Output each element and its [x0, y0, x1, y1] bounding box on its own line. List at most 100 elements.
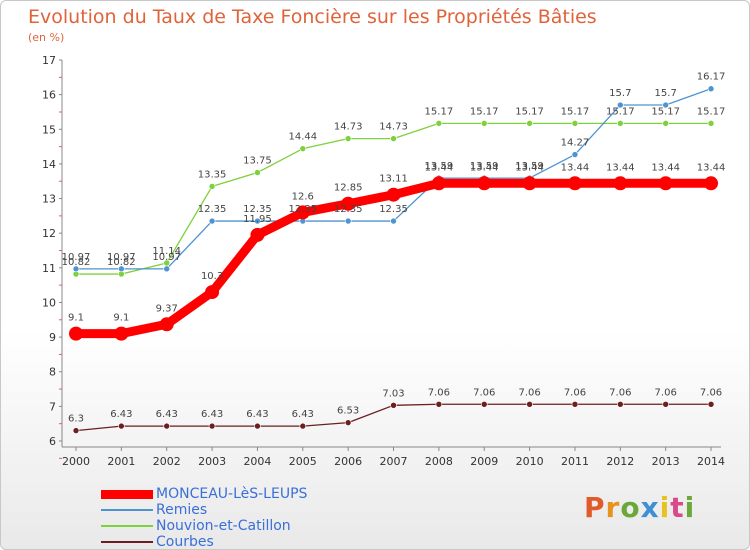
- data-point-courbes: [526, 400, 533, 408]
- data-label-courbes: 7.06: [609, 387, 631, 398]
- data-label-remies: 15.7: [655, 88, 677, 99]
- data-label-remies: 12.35: [198, 204, 227, 215]
- y-tick-label: 7: [49, 400, 56, 413]
- logo-letter: x: [640, 491, 660, 524]
- data-point-remies: [118, 265, 125, 273]
- x-tick-label: 2000: [62, 455, 90, 468]
- logo-letter: i: [659, 491, 671, 524]
- y-tick-label: 11: [42, 262, 56, 275]
- data-label-monceau: 13.44: [425, 162, 454, 173]
- data-label-nouvion: 10.82: [62, 257, 91, 268]
- y-tick-label: 17: [42, 54, 56, 67]
- data-label-nouvion: 15.17: [425, 106, 454, 117]
- data-point-courbes: [390, 402, 397, 409]
- y-tick-label: 12: [42, 227, 56, 240]
- data-label-nouvion: 15.17: [561, 106, 590, 117]
- data-point-courbes: [72, 427, 80, 434]
- data-label-remies: 10.97: [152, 252, 181, 263]
- data-label-nouvion: 13.35: [198, 169, 227, 180]
- data-label-monceau: 11.95: [243, 214, 272, 225]
- legend-label-remies: Remies: [156, 502, 208, 518]
- x-tick-label: 2002: [153, 455, 181, 468]
- y-tick-label: 10: [42, 296, 56, 309]
- data-point-nouvion: [617, 120, 624, 127]
- data-label-monceau: 13.44: [697, 162, 726, 173]
- y-tick-label: 13: [42, 193, 56, 206]
- data-label-remies: 13.59: [425, 161, 454, 172]
- data-point-remies: [208, 217, 216, 225]
- x-tick-label: 2006: [334, 455, 362, 468]
- data-point-monceau: [613, 176, 628, 191]
- data-point-monceau: [69, 326, 83, 341]
- data-point-courbes: [163, 422, 171, 430]
- data-label-remies: 10.97: [107, 252, 136, 263]
- legend-swatch-nouvion: [101, 525, 153, 527]
- data-label-courbes: 7.06: [564, 387, 586, 398]
- data-label-courbes: 7.06: [655, 387, 677, 398]
- y-tick-label: 9: [49, 331, 56, 344]
- data-point-courbes: [707, 400, 715, 408]
- data-point-courbes: [617, 400, 624, 408]
- data-label-nouvion: 15.17: [515, 106, 544, 117]
- data-label-monceau: 10.3: [201, 271, 223, 282]
- data-label-monceau: 9.1: [68, 313, 84, 324]
- legend-label-nouvion: Nouvion-et-Catillon: [156, 518, 291, 534]
- data-point-nouvion: [707, 120, 715, 127]
- data-label-remies: 12.35: [243, 204, 272, 215]
- legend-swatch-monceau: [101, 490, 153, 499]
- data-point-nouvion: [480, 120, 488, 127]
- data-label-courbes: 7.03: [382, 388, 404, 399]
- data-label-nouvion: 15.17: [697, 106, 726, 117]
- data-point-nouvion: [662, 120, 669, 127]
- logo-letter: t: [670, 491, 685, 524]
- legend-swatch-remies: [101, 509, 153, 511]
- logo-letter: r: [605, 491, 621, 524]
- data-point-courbes: [254, 422, 261, 430]
- data-label-monceau: 13.44: [651, 162, 680, 173]
- y-tick-label: 6: [49, 435, 56, 448]
- x-tick-label: 2014: [697, 455, 725, 468]
- data-point-nouvion: [254, 169, 261, 176]
- data-point-monceau: [341, 196, 356, 211]
- x-tick-label: 2009: [470, 455, 498, 468]
- data-label-monceau: 9.1: [113, 313, 129, 324]
- logo-letter: o: [620, 491, 641, 524]
- y-tick-label: 14: [42, 158, 56, 171]
- chart-title: Evolution du Taux de Taxe Foncière sur l…: [28, 6, 597, 28]
- x-tick-label: 2005: [289, 455, 317, 468]
- logo-letter: P: [584, 491, 606, 524]
- data-label-nouvion: 14.44: [288, 132, 317, 143]
- data-point-monceau: [250, 227, 265, 242]
- data-point-remies: [163, 265, 171, 273]
- data-label-nouvion: 10.82: [107, 257, 136, 268]
- y-tick-label: 8: [49, 366, 56, 379]
- data-point-remies: [390, 217, 397, 225]
- data-point-monceau: [567, 176, 582, 191]
- data-label-remies: 15.7: [609, 88, 631, 99]
- data-label-remies: 13.59: [470, 161, 499, 172]
- data-label-nouvion: 15.17: [470, 106, 499, 117]
- legend-swatch-courbes: [101, 541, 153, 543]
- data-label-remies: 13.59: [515, 161, 544, 172]
- data-point-remies: [254, 217, 261, 225]
- data-label-monceau: 13.44: [470, 162, 499, 173]
- data-label-nouvion: 13.75: [243, 156, 272, 167]
- data-point-monceau: [522, 176, 537, 191]
- data-point-courbes: [299, 422, 307, 430]
- data-label-monceau: 13.44: [606, 162, 635, 173]
- data-point-monceau: [704, 176, 719, 191]
- data-label-monceau: 13.11: [379, 174, 408, 185]
- data-point-courbes: [662, 400, 669, 408]
- proxiti-logo: Proxiti: [584, 491, 695, 524]
- data-point-monceau: [205, 285, 220, 300]
- data-point-remies: [571, 151, 579, 158]
- data-label-courbes: 6.43: [292, 409, 314, 420]
- data-label-nouvion: 15.17: [606, 106, 635, 117]
- data-label-remies: 12.35: [379, 204, 408, 215]
- data-point-courbes: [118, 422, 125, 430]
- data-point-monceau: [658, 176, 673, 191]
- data-point-remies: [707, 85, 715, 93]
- y-tick-label: 16: [42, 89, 56, 102]
- data-label-nouvion: 15.17: [651, 106, 680, 117]
